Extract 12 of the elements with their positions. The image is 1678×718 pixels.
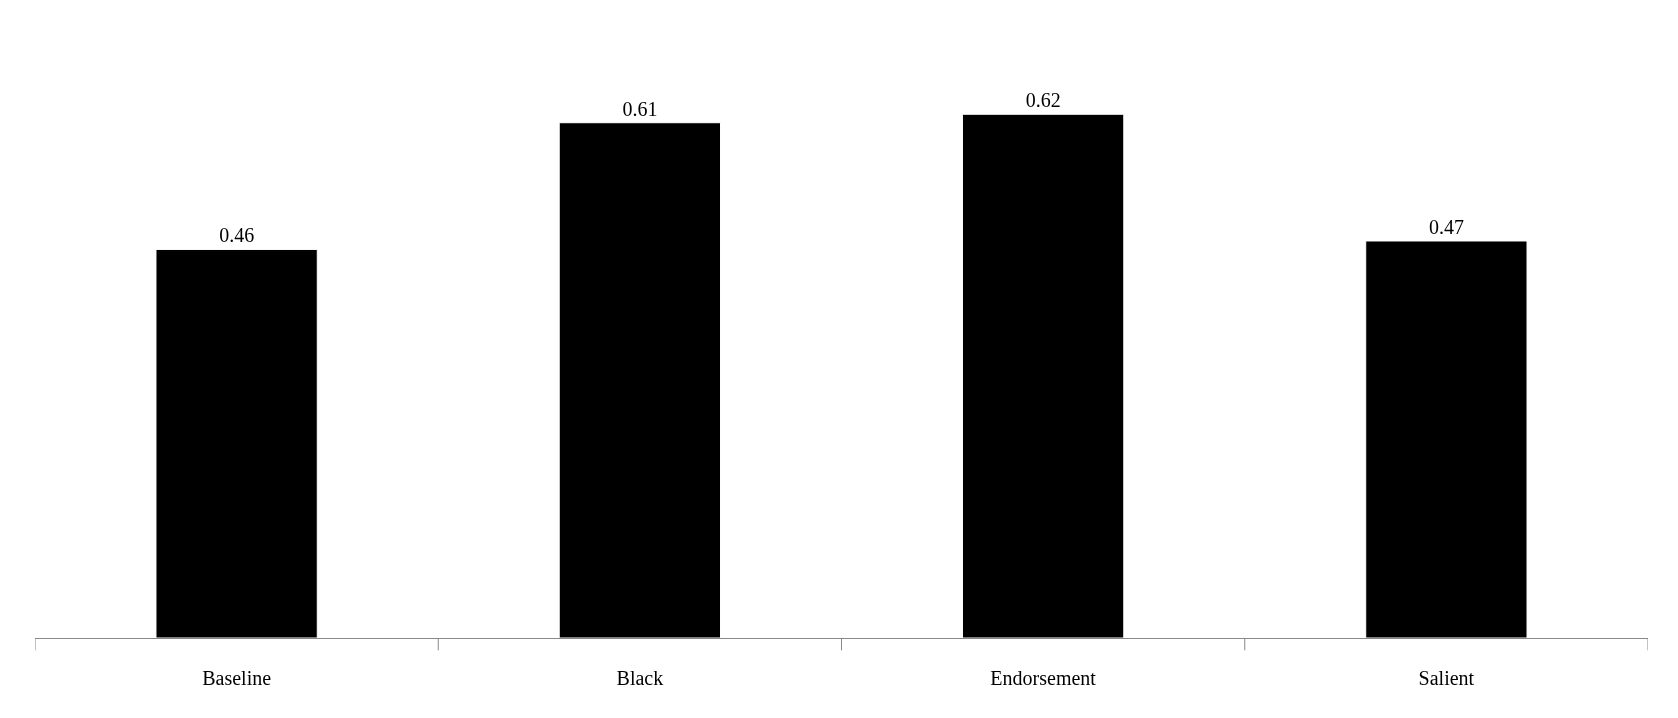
data-label: 0.47: [1428, 215, 1464, 238]
bar: [155, 248, 318, 638]
data-label: 0.61: [622, 97, 658, 120]
bar: [1365, 240, 1528, 638]
x-tick-label: Endorsement: [990, 667, 1097, 689]
data-label: 0.62: [1025, 89, 1061, 112]
bar: [961, 113, 1125, 638]
bar: [558, 122, 722, 638]
data-label: 0.46: [219, 224, 255, 247]
x-tick-label: Baseline: [202, 667, 272, 689]
x-tick-label: Salient: [1418, 667, 1475, 689]
x-tick-label: Black: [616, 667, 664, 689]
